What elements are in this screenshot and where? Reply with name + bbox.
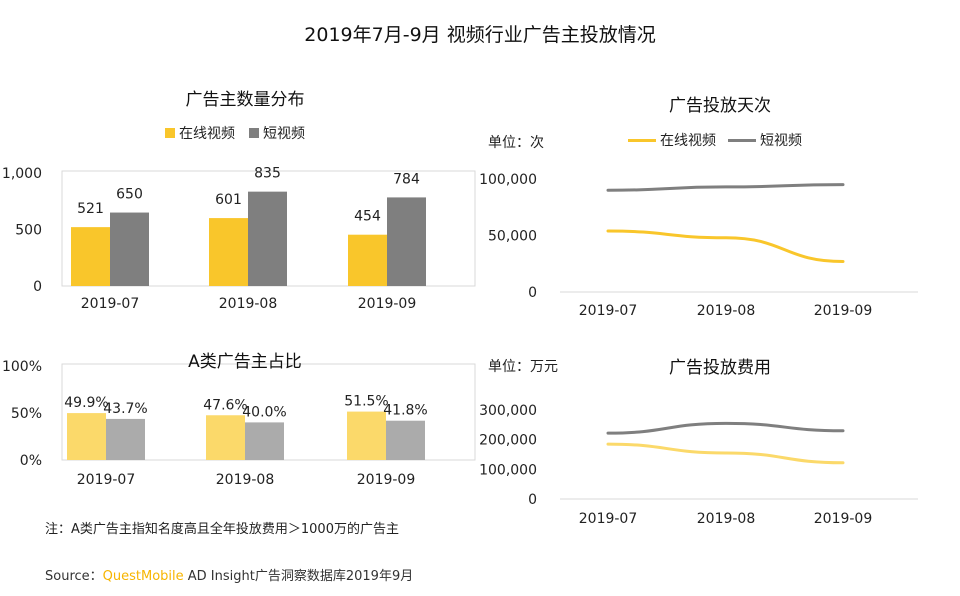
footnote: 注：A类广告主指知名度高且全年投放费用＞1000万的广告主 (45, 522, 399, 537)
y-tick-label: 300,000 (479, 403, 537, 419)
data-label: 47.6% (203, 397, 247, 413)
y-tick-label: 200,000 (479, 433, 537, 449)
category-label: 2019-09 (814, 303, 873, 319)
data-label: 601 (215, 192, 242, 208)
bar (347, 411, 386, 460)
bar (348, 234, 387, 286)
line-series-short (606, 421, 845, 435)
y-tick-label: 500 (15, 223, 42, 239)
data-label: 51.5% (344, 394, 388, 410)
bar (110, 212, 149, 286)
chart-title: 广告投放费用 (669, 358, 771, 378)
legend-label-short: 短视频 (263, 126, 305, 142)
y-tick-label: 0 (528, 492, 537, 508)
bar (387, 197, 426, 286)
y-tick-label: 100,000 (479, 462, 537, 478)
category-label: 2019-08 (697, 511, 756, 527)
bar (248, 191, 287, 286)
y-tick-label: 100% (2, 359, 42, 375)
bar (245, 422, 284, 460)
legend-swatch-online (165, 128, 175, 138)
legend-label-short: 短视频 (760, 133, 802, 149)
category-label: 2019-07 (579, 303, 638, 319)
chart-legend: 在线视频 短视频 (165, 123, 305, 143)
category-label: 2019-09 (358, 296, 417, 312)
bar (71, 227, 110, 286)
y-tick-label: 50,000 (488, 229, 537, 245)
bar (386, 420, 425, 460)
legend-swatch-short (249, 128, 259, 138)
data-label: 454 (354, 209, 381, 225)
category-label: 2019-08 (697, 303, 756, 319)
line-series-online (606, 229, 845, 263)
data-label: 784 (393, 171, 420, 187)
data-label: 521 (77, 201, 104, 217)
bar (67, 413, 106, 460)
category-label: 2019-09 (814, 511, 873, 527)
data-label: 49.9% (64, 395, 108, 411)
y-tick-label: 100,000 (479, 172, 537, 188)
legend-swatch-online (628, 138, 656, 142)
y-tick-label: 0 (33, 279, 42, 295)
source-brand: QuestMobile (102, 569, 184, 584)
page-title: 2019年7月-9月 视频行业广告主投放情况 (304, 24, 656, 46)
category-label: 2019-08 (216, 472, 275, 488)
legend-label-online: 在线视频 (660, 133, 716, 149)
data-label: 43.7% (103, 401, 147, 417)
unit-label: 单位：次 (488, 135, 544, 151)
category-label: 2019-07 (77, 472, 136, 488)
legend-label-online: 在线视频 (179, 126, 235, 142)
unit-label: 单位：万元 (488, 359, 558, 375)
data-label: 40.0% (242, 404, 286, 420)
bar (106, 418, 145, 460)
category-label: 2019-08 (219, 296, 278, 312)
source-suffix: AD Insight广告洞察数据库2019年9月 (183, 569, 414, 584)
y-tick-label: 1,000 (2, 166, 42, 182)
category-label: 2019-09 (357, 472, 416, 488)
y-tick-label: 0 (528, 285, 537, 301)
bar (206, 415, 245, 460)
chart-title: 广告主数量分布 (185, 90, 305, 110)
y-tick-label: 0% (20, 453, 42, 469)
line-series-online (606, 442, 845, 465)
chart-title: 广告投放天次 (669, 96, 771, 116)
category-label: 2019-07 (81, 296, 140, 312)
bar (209, 218, 248, 286)
data-label: 835 (254, 166, 281, 182)
source-line: Source：QuestMobile AD Insight广告洞察数据库2019… (45, 565, 413, 584)
source-prefix: Source： (45, 569, 103, 584)
y-tick-label: 50% (11, 406, 42, 422)
category-label: 2019-07 (579, 511, 638, 527)
line-series-short (606, 183, 845, 192)
chart-legend: 在线视频 短视频 (628, 130, 802, 150)
data-label: 41.8% (383, 403, 427, 419)
chart-title: A类广告主占比 (188, 352, 302, 372)
legend-swatch-short (728, 138, 756, 142)
data-label: 650 (116, 187, 143, 203)
